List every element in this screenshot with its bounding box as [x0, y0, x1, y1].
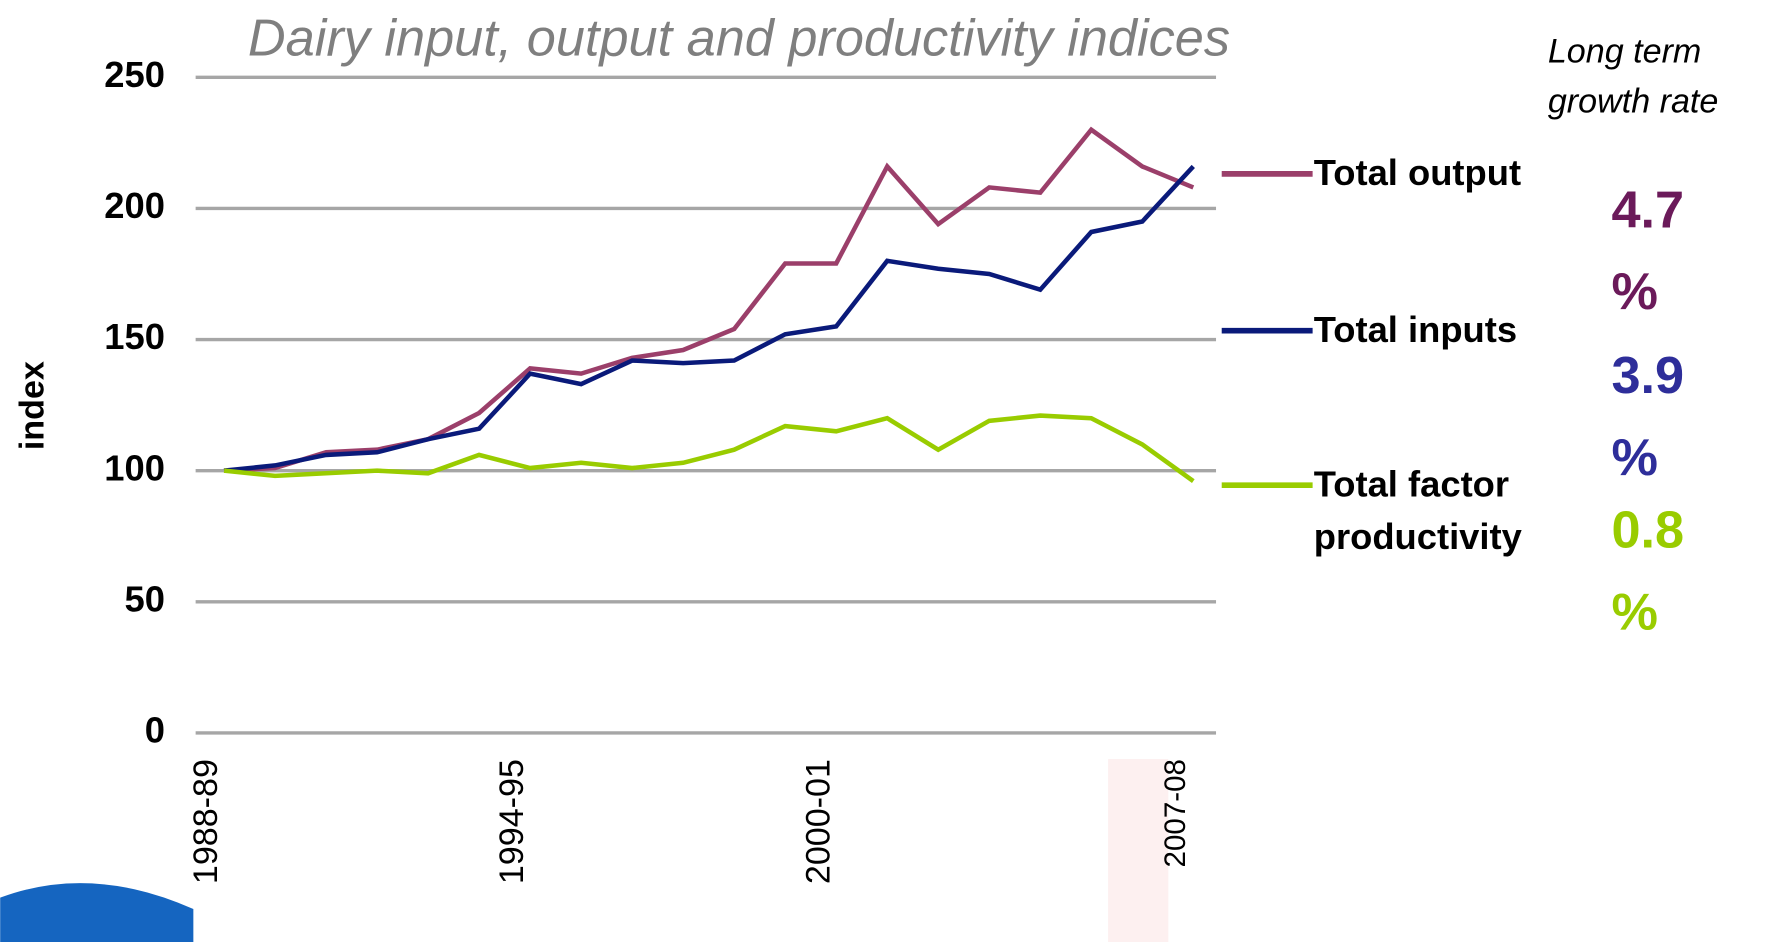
decor-swoosh: [0, 883, 194, 942]
x-tick-label: 1994-95: [493, 759, 531, 884]
series-line: [223, 126, 1195, 473]
y-tick-label: 0: [145, 710, 165, 751]
legend-label-box: Total inputs: [1313, 309, 1518, 350]
growth-rate-box: 3.9 %: [1611, 345, 1685, 487]
y-tick-label: 200: [104, 185, 165, 226]
x-tick-label: 1988-89: [187, 759, 225, 884]
y-tick-label: 250: [104, 54, 165, 95]
legend-label-box: Total output: [1313, 152, 1522, 194]
decor-highlight: [1108, 759, 1169, 942]
growth-rate: 4.7 %: [1611, 179, 1685, 321]
y-axis-label: index: [13, 361, 51, 450]
chart-title-box: Dairy input, output and productivity ind…: [247, 7, 1230, 68]
x-tick-label: 2000-01: [799, 759, 837, 884]
legend-label-box: Total factor productivity: [1313, 463, 1522, 557]
y-tick-label: 50: [124, 578, 164, 619]
series-line: [223, 413, 1195, 483]
growth-rate-label-box: Long term growth rate: [1547, 32, 1719, 121]
x-tick-label: 2007-08: [1159, 759, 1192, 867]
growth-rate: 0.8 %: [1611, 499, 1685, 641]
chart-title: Dairy input, output and productivity ind…: [247, 7, 1230, 68]
growth-rate-box: 0.8 %: [1611, 499, 1685, 641]
y-tick-label: 150: [104, 316, 165, 357]
series-line: [223, 164, 1195, 473]
legend-label: Total output: [1313, 152, 1522, 194]
legend-label: Total factor productivity: [1313, 463, 1522, 557]
growth-rate-label: Long term growth rate: [1547, 32, 1719, 121]
legend-label: Total inputs: [1313, 309, 1518, 350]
growth-rate-box: 4.7 %: [1611, 179, 1685, 321]
y-tick-label: 100: [104, 447, 165, 488]
growth-rate: 3.9 %: [1611, 345, 1685, 487]
